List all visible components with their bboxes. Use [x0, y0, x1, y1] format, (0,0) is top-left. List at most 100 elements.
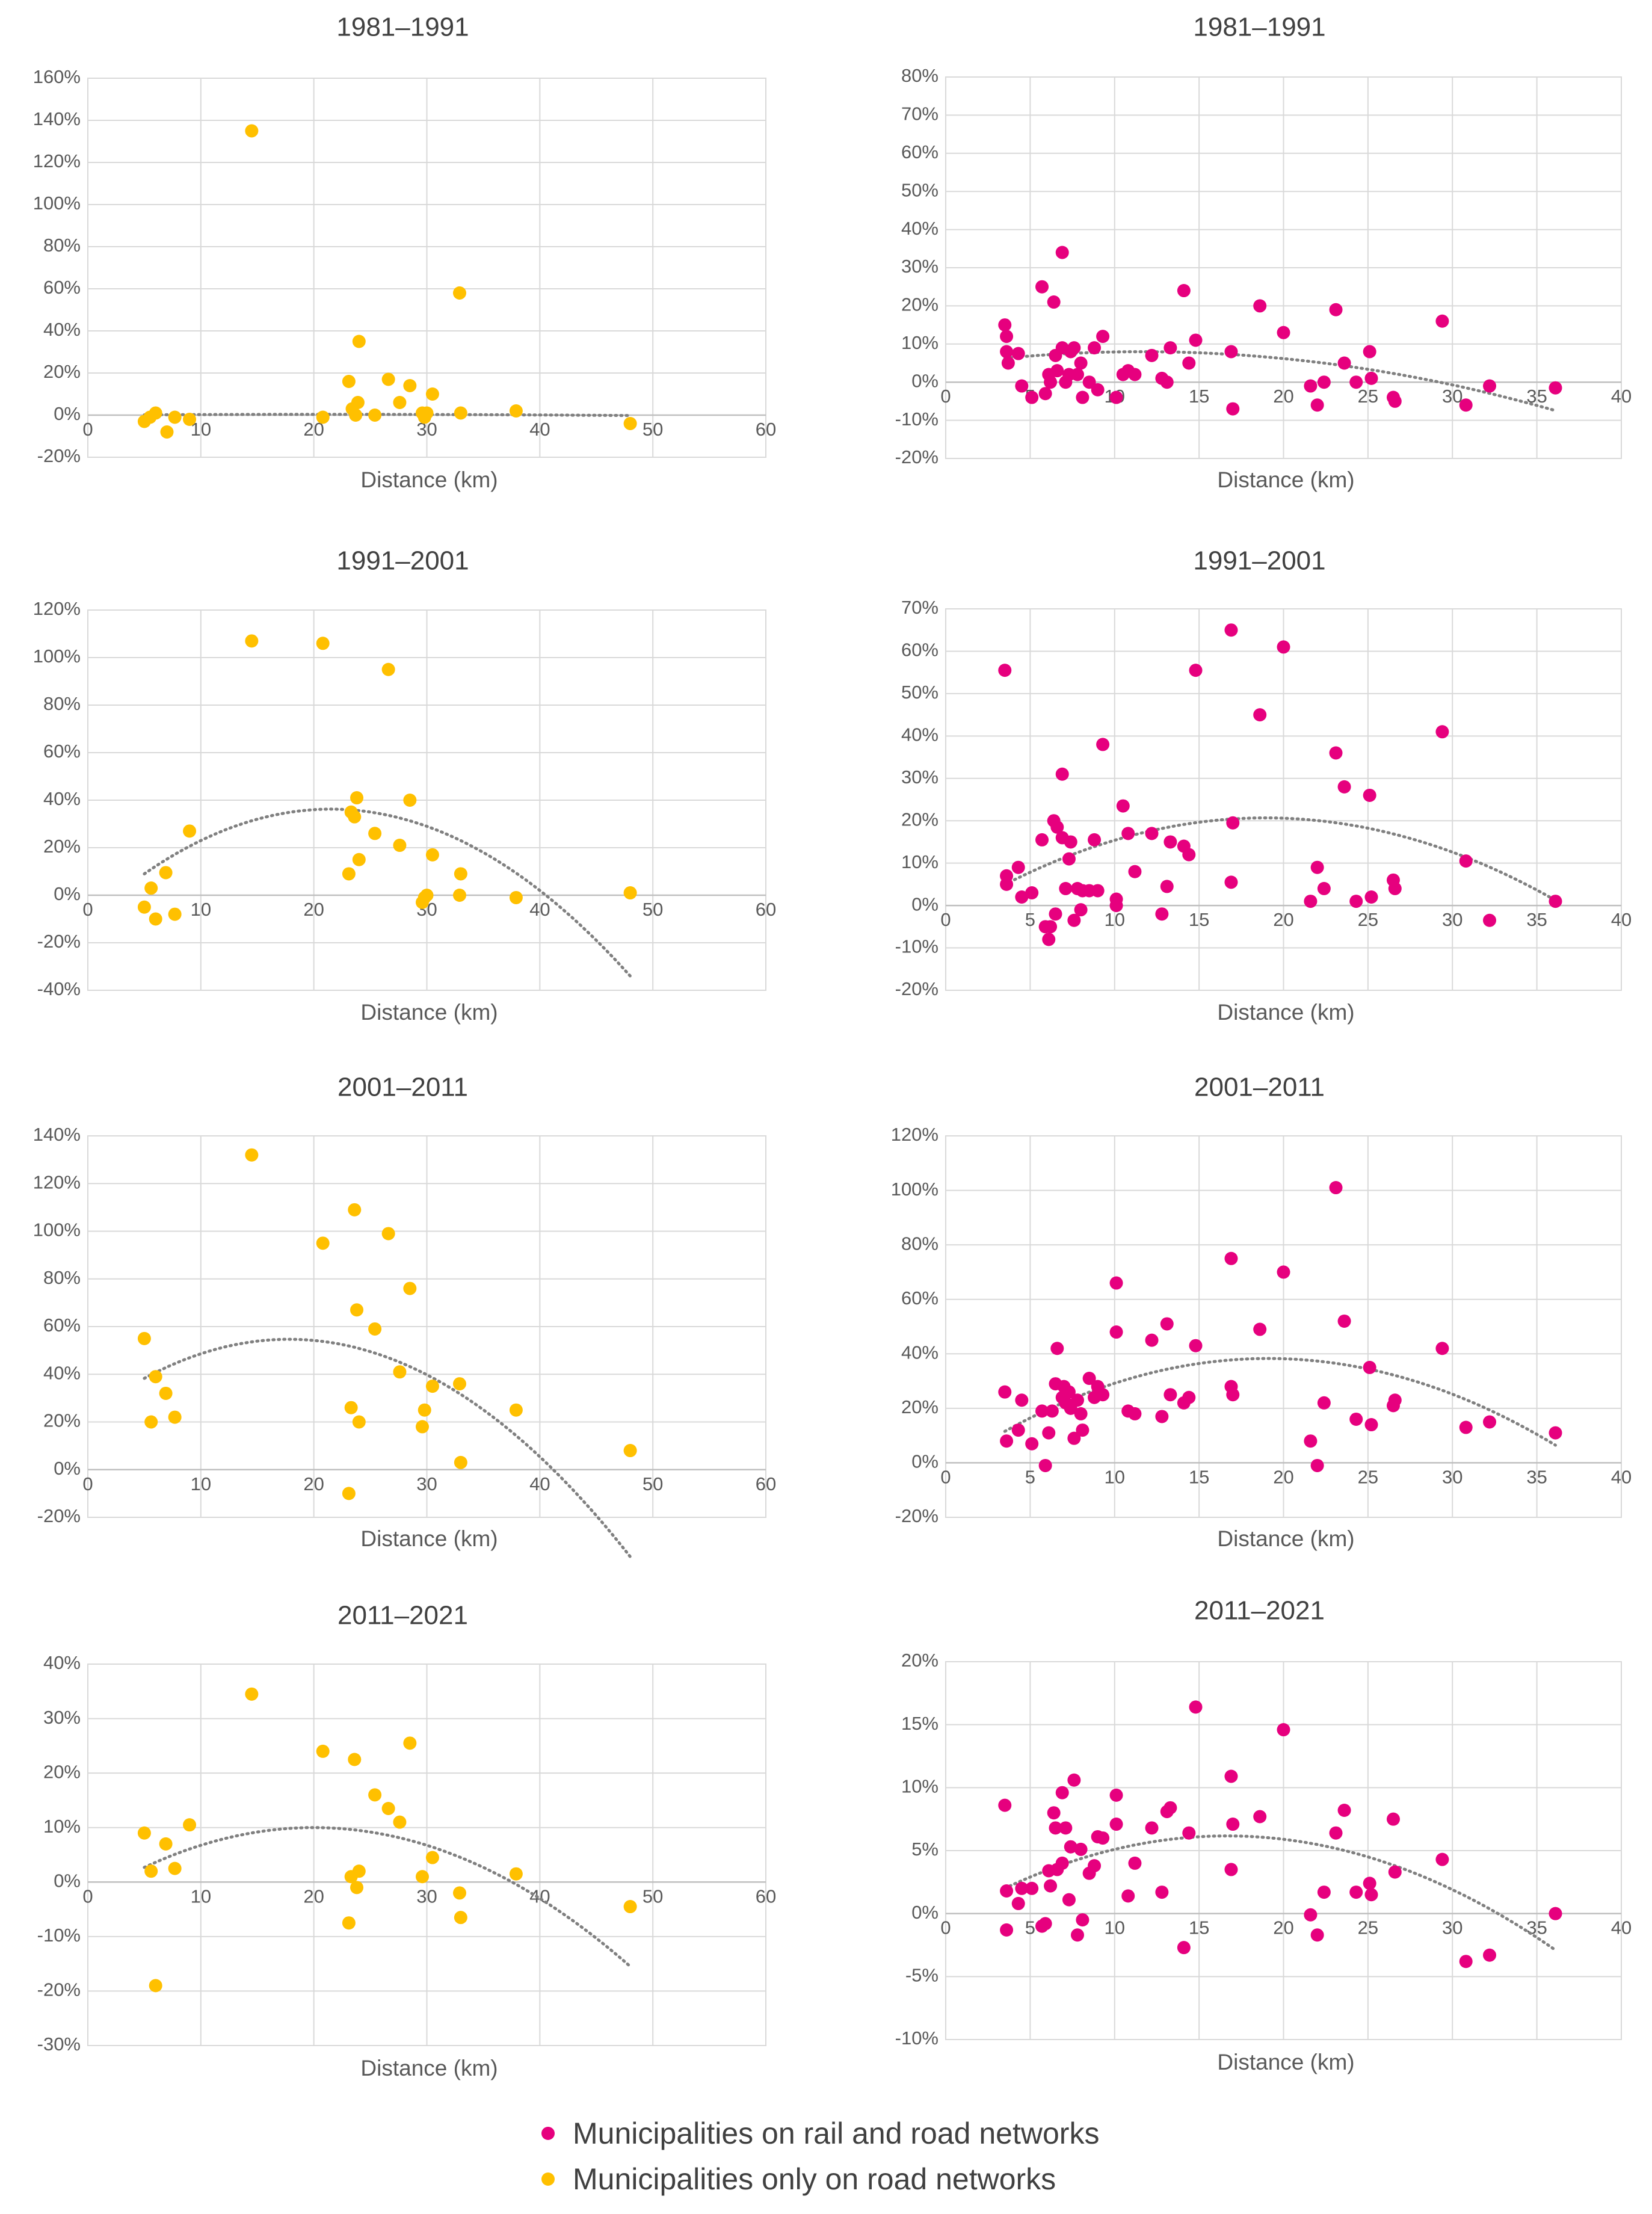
x-axis-title: Distance (km) — [1217, 2050, 1354, 2074]
data-point — [1091, 383, 1105, 396]
data-point — [1549, 895, 1562, 908]
x-tick-label: 40 — [1611, 1917, 1632, 1938]
data-point — [316, 1744, 330, 1758]
data-point — [1025, 886, 1039, 899]
data-point — [350, 791, 364, 805]
data-point — [420, 889, 434, 902]
data-point — [351, 396, 365, 409]
data-point — [381, 372, 395, 386]
legend: Municipalities on rail and road networks… — [541, 2111, 1263, 2202]
y-tick-label: 0% — [54, 1458, 81, 1479]
data-point — [1145, 1333, 1159, 1347]
data-point — [1310, 1458, 1324, 1472]
y-tick-label: 100% — [33, 1220, 81, 1241]
data-point — [1177, 1941, 1191, 1955]
data-point — [1121, 827, 1135, 840]
y-tick-label: 20% — [901, 809, 938, 830]
data-point — [1182, 356, 1196, 370]
data-point — [1459, 398, 1473, 412]
data-point — [1025, 1881, 1039, 1895]
y-tick-label: 5% — [911, 1839, 938, 1860]
data-point — [1189, 1700, 1203, 1714]
data-point — [452, 889, 466, 902]
y-tick-label: 140% — [33, 1124, 81, 1145]
data-point — [1337, 1314, 1351, 1328]
y-tick-label: 10% — [901, 851, 938, 872]
data-point — [1000, 877, 1014, 891]
x-tick-label: 20 — [303, 1473, 324, 1494]
data-point — [352, 335, 366, 348]
data-point — [452, 1886, 466, 1900]
data-point — [1483, 1948, 1497, 1962]
x-tick-label: 60 — [756, 1473, 776, 1494]
y-tick-label: 40% — [43, 1652, 81, 1673]
data-point — [349, 409, 363, 422]
data-point — [1001, 356, 1015, 370]
data-point — [1349, 1412, 1363, 1426]
data-point — [1155, 907, 1169, 921]
data-point — [1163, 835, 1177, 849]
data-point — [245, 1687, 259, 1701]
x-tick-label: 25 — [1358, 909, 1378, 930]
x-tick-label: 20 — [303, 899, 324, 920]
data-point — [425, 848, 439, 862]
data-point — [1317, 881, 1331, 895]
x-tick-label: 25 — [1358, 1466, 1378, 1487]
trendline — [143, 1337, 632, 1558]
data-point — [316, 410, 330, 424]
data-point — [418, 1403, 431, 1417]
chart-panel-4: 1991–2001 -20% -10% 0% 10% 20% 30% 40% 50% 60% 70%… — [895, 546, 1632, 1025]
x-tick-label: 50 — [643, 1886, 663, 1907]
rail-marker-icon — [541, 2127, 555, 2140]
x-axis-title: Distance (km) — [360, 1000, 498, 1025]
data-point — [1363, 345, 1376, 359]
data-point — [183, 1818, 197, 1832]
y-tick-label: 0% — [911, 370, 938, 391]
data-point — [159, 866, 173, 880]
data-point — [1035, 833, 1049, 846]
x-tick-label: 40 — [1611, 909, 1632, 930]
x-tick-label: 60 — [756, 899, 776, 920]
data-point — [1109, 1276, 1123, 1290]
data-point — [623, 1900, 637, 1914]
x-tick-label: 50 — [643, 899, 663, 920]
x-tick-label: 25 — [1358, 386, 1378, 407]
data-point — [1224, 875, 1238, 889]
x-tick-label: 40 — [1611, 386, 1632, 407]
data-point — [1038, 1917, 1052, 1931]
y-tick-label: 80% — [43, 1267, 81, 1288]
y-tick-label: -20% — [37, 1505, 81, 1526]
data-point — [403, 1281, 417, 1295]
data-point — [245, 634, 259, 648]
x-axis-title: Distance (km) — [360, 1526, 498, 1551]
data-point — [1047, 295, 1061, 309]
data-point — [1067, 341, 1081, 355]
data-point — [1226, 1818, 1240, 1831]
data-point — [1076, 1423, 1090, 1437]
y-tick-label: 80% — [901, 65, 938, 86]
x-tick-label: 0 — [82, 1886, 93, 1907]
data-point — [1067, 1431, 1081, 1445]
x-tick-label: 60 — [756, 1886, 776, 1907]
x-tick-label: 60 — [756, 419, 776, 440]
data-point — [144, 1415, 158, 1429]
data-point — [1011, 1423, 1025, 1437]
x-tick-label: 10 — [1105, 1466, 1125, 1487]
x-tick-label: 50 — [643, 419, 663, 440]
data-point — [316, 1236, 330, 1250]
x-tick-label: 5 — [1025, 1917, 1035, 1938]
data-point — [1329, 1181, 1343, 1195]
data-point — [454, 867, 467, 881]
data-point — [509, 1867, 523, 1881]
trendline — [1003, 1357, 1557, 1447]
chart-panel-5: 2001–2011 -20% 0% 20% 40% 60% 80% 100% 120% 140% 0… — [33, 1073, 776, 1558]
data-point — [1050, 364, 1064, 378]
y-tick-label: -10% — [895, 936, 938, 957]
x-tick-label: 10 — [191, 899, 211, 920]
data-point — [368, 1788, 382, 1802]
y-tick-label: 20% — [901, 1396, 938, 1417]
y-tick-label: 60% — [901, 640, 938, 661]
data-point — [1304, 895, 1318, 908]
y-tick-label: 70% — [901, 597, 938, 618]
data-point — [342, 1916, 356, 1930]
